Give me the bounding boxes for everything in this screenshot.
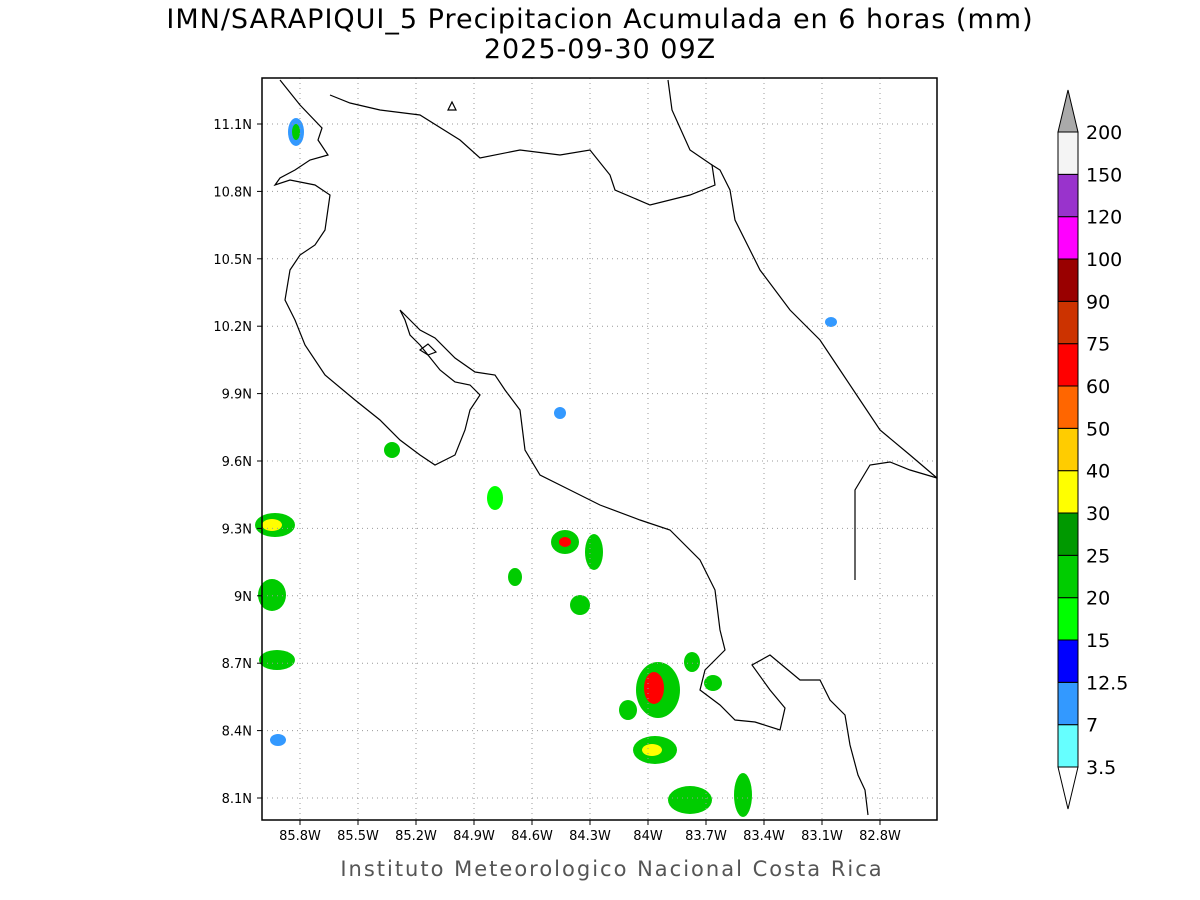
precip-cell <box>684 652 700 672</box>
colorbar-swatch <box>1057 597 1079 641</box>
precip-cell <box>259 650 295 670</box>
colorbar-swatch <box>1057 724 1079 768</box>
precip-cell <box>270 734 286 746</box>
colorbar-label: 40 <box>1086 461 1110 483</box>
precip-cell <box>644 672 664 704</box>
coastline <box>329 94 938 479</box>
longitude-label: 85.8W <box>279 829 321 844</box>
colorbar-label: 30 <box>1086 503 1110 525</box>
coastline <box>667 79 713 166</box>
colorbar-label: 50 <box>1086 418 1110 440</box>
colorbar-label: 15 <box>1086 630 1110 652</box>
colorbar-label: 75 <box>1086 334 1110 356</box>
credit: Instituto Meteorologico Nacional Costa R… <box>340 857 883 881</box>
precip-cell <box>384 442 400 458</box>
colorbar-label: 150 <box>1086 164 1122 186</box>
precip-cell <box>585 534 603 570</box>
latitude-label: 9.6N <box>222 455 252 470</box>
map-frame <box>261 77 938 821</box>
precip-cell <box>258 579 286 611</box>
colorbar-swatch <box>1057 681 1079 726</box>
colorbar-swatch <box>1057 173 1079 218</box>
latitude-label: 10.8N <box>213 185 252 200</box>
colorbar-swatch <box>1057 512 1079 556</box>
precip-cell <box>554 407 566 419</box>
latitude-label: 8.4N <box>222 725 252 740</box>
colorbar-label: 60 <box>1086 376 1110 398</box>
longitude-label: 82.8W <box>859 829 901 844</box>
precip-field <box>255 118 837 817</box>
colorbar-swatch <box>1057 216 1079 260</box>
coastlines <box>273 79 938 816</box>
colorbar-swatch <box>1057 300 1079 345</box>
coastline <box>273 79 869 816</box>
colorbar-label: 25 <box>1086 545 1110 567</box>
precip-cell <box>559 537 571 547</box>
longitude-label: 84.9W <box>453 829 495 844</box>
colorbar-label: 7 <box>1086 715 1098 737</box>
colorbar-swatch <box>1057 131 1079 175</box>
precip-cell <box>292 124 300 140</box>
graticule <box>257 78 937 825</box>
latitude-label: 11.1N <box>213 118 252 133</box>
colorbar-label: 120 <box>1086 207 1122 229</box>
title: IMN/SARAPIQUI_5 Precipitacion Acumulada … <box>166 4 1033 35</box>
subtitle: 2025-09-30 09Z <box>484 34 716 65</box>
colorbar-swatch <box>1057 427 1079 472</box>
island <box>447 100 457 111</box>
latitude-label: 10.2N <box>213 320 252 335</box>
latitude-label: 8.1N <box>222 792 252 807</box>
colorbar-label: 90 <box>1086 291 1110 313</box>
latitude-label: 9N <box>234 590 252 605</box>
longitude-label: 84.3W <box>569 829 611 844</box>
precip-cell <box>668 786 712 814</box>
longitude-label: 85.5W <box>337 829 379 844</box>
colorbar-label: 3.5 <box>1086 757 1116 779</box>
precip-cell <box>642 744 662 756</box>
colorbar-extension <box>1057 89 1079 133</box>
latitude-label: 9.3N <box>222 522 252 537</box>
colorbar-label: 100 <box>1086 249 1122 271</box>
colorbar: 3.5 7 12.5 15 20 25 30 40 50 60 75 90 100 120 150 200 <box>1057 89 1128 810</box>
precip-cell <box>570 595 590 615</box>
precip-cell <box>619 700 637 720</box>
colorbar-swatch <box>1057 385 1079 429</box>
longitude-label: 84W <box>633 829 663 844</box>
longitude-label: 83.4W <box>743 829 785 844</box>
precip-cell <box>487 486 503 510</box>
precip-cell <box>262 519 282 531</box>
latitude-label: 10.5N <box>213 253 252 268</box>
precip-cell <box>734 773 752 817</box>
colorbar-label: 20 <box>1086 588 1110 610</box>
longitude-label: 84.6W <box>511 829 553 844</box>
colorbar-swatch <box>1057 639 1079 683</box>
precip-cell <box>508 568 522 586</box>
coastline <box>854 461 938 580</box>
colorbar-swatch <box>1057 470 1079 514</box>
latitude-label: 9.9N <box>222 388 252 403</box>
longitude-label: 83.1W <box>801 829 843 844</box>
colorbar-swatch <box>1057 554 1079 599</box>
latitude-label: 8.7N <box>222 657 252 672</box>
precip-cell <box>704 675 722 691</box>
colorbar-swatch <box>1057 343 1079 387</box>
colorbar-label: 12.5 <box>1086 672 1128 694</box>
longitude-label: 83.7W <box>685 829 727 844</box>
precip-cell <box>825 317 837 327</box>
island <box>418 343 438 356</box>
colorbar-label: 200 <box>1086 122 1122 144</box>
longitude-label: 85.2W <box>395 829 437 844</box>
colorbar-extension <box>1057 766 1079 810</box>
colorbar-swatch <box>1057 258 1079 302</box>
